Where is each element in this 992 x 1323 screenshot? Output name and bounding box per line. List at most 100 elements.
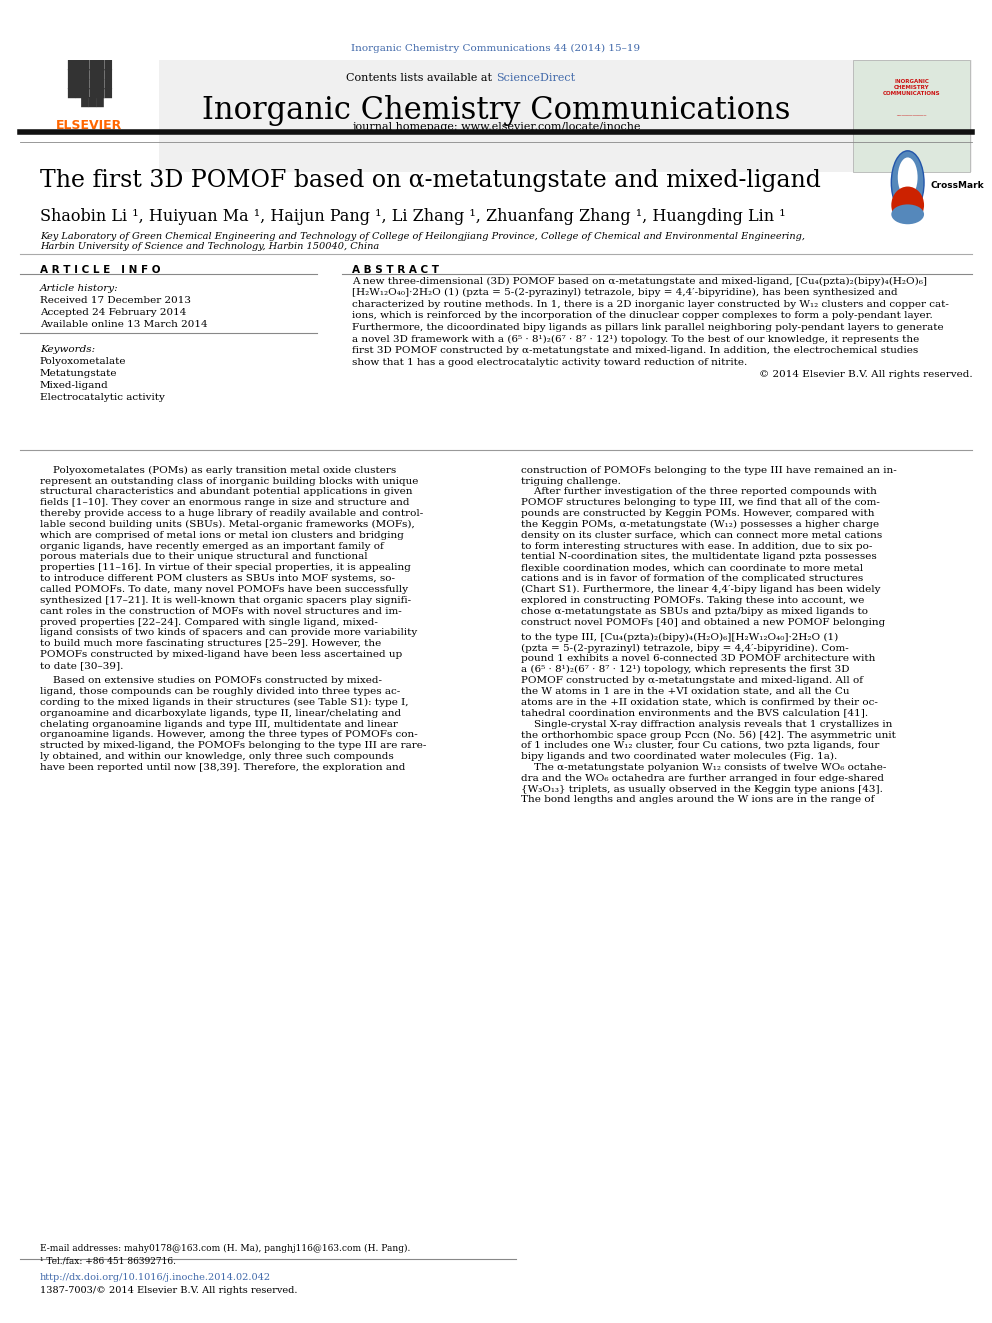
Text: pound 1 exhibits a novel 6-connected 3D POMOF architecture with: pound 1 exhibits a novel 6-connected 3D … xyxy=(521,655,875,663)
Text: chose α-metatungstate as SBUs and pzta/bipy as mixed ligands to: chose α-metatungstate as SBUs and pzta/b… xyxy=(521,607,868,615)
Text: 1387-7003/© 2014 Elsevier B.V. All rights reserved.: 1387-7003/© 2014 Elsevier B.V. All right… xyxy=(40,1286,298,1295)
Text: Inorganic Chemistry Communications: Inorganic Chemistry Communications xyxy=(201,95,791,126)
Text: pounds are constructed by Keggin POMs. However, compared with: pounds are constructed by Keggin POMs. H… xyxy=(521,509,874,519)
Text: chelating organoamine ligands and type III, multidentate and linear: chelating organoamine ligands and type I… xyxy=(40,720,398,729)
Text: http://dx.doi.org/10.1016/j.inoche.2014.02.042: http://dx.doi.org/10.1016/j.inoche.2014.… xyxy=(40,1273,271,1282)
Text: cations and is in favor of formation of the complicated structures: cations and is in favor of formation of … xyxy=(521,574,863,583)
Text: organoamine and dicarboxylate ligands, type II, linear/chelating and: organoamine and dicarboxylate ligands, t… xyxy=(40,709,401,717)
Text: the W atoms in 1 are in the +VI oxidation state, and all the Cu: the W atoms in 1 are in the +VI oxidatio… xyxy=(521,687,849,696)
Text: ██████
██████
██████
██████
  ███: ██████ ██████ ██████ ██████ ███ xyxy=(66,60,112,107)
Text: represent an outstanding class of inorganic building blocks with unique: represent an outstanding class of inorga… xyxy=(40,476,418,486)
Text: POMOF constructed by α-metatungstate and mixed-ligand. All of: POMOF constructed by α-metatungstate and… xyxy=(521,676,863,685)
Text: construct novel POMOFs [40] and obtained a new POMOF belonging: construct novel POMOFs [40] and obtained… xyxy=(521,618,885,627)
Text: A R T I C L E   I N F O: A R T I C L E I N F O xyxy=(40,265,160,275)
Text: of 1 includes one W₁₂ cluster, four Cu cations, two pzta ligands, four: of 1 includes one W₁₂ cluster, four Cu c… xyxy=(521,741,879,750)
Text: porous materials due to their unique structural and functional: porous materials due to their unique str… xyxy=(40,553,367,561)
Text: tential N-coordination sites, the multidentate ligand pzta possesses: tential N-coordination sites, the multid… xyxy=(521,553,877,561)
Text: (pzta = 5-(2-pyrazinyl) tetrazole, bipy = 4,4′-bipyridine). Com-: (pzta = 5-(2-pyrazinyl) tetrazole, bipy … xyxy=(521,643,848,652)
Text: first 3D POMOF constructed by α-metatungstate and mixed-ligand. In addition, the: first 3D POMOF constructed by α-metatung… xyxy=(352,347,919,356)
Text: structural characteristics and abundant potential applications in given: structural characteristics and abundant … xyxy=(40,487,413,496)
Text: Electrocatalytic activity: Electrocatalytic activity xyxy=(40,393,165,402)
Text: Based on extensive studies on POMOFs constructed by mixed-: Based on extensive studies on POMOFs con… xyxy=(40,676,382,685)
Text: [H₂W₁₂O₄₀]·2H₂O (1) (pzta = 5-(2-pyrazinyl) tetrazole, bipy = 4,4′-bipyridine), : [H₂W₁₂O₄₀]·2H₂O (1) (pzta = 5-(2-pyrazin… xyxy=(352,288,898,298)
Text: A B S T R A C T: A B S T R A C T xyxy=(352,265,439,275)
Text: ELSEVIER: ELSEVIER xyxy=(57,119,122,132)
Text: Key Laboratory of Green Chemical Engineering and Technology of College of Heilon: Key Laboratory of Green Chemical Enginee… xyxy=(40,232,805,241)
Text: Article history:: Article history: xyxy=(40,284,118,294)
Text: explored in constructing POMOFs. Taking these into account, we: explored in constructing POMOFs. Taking … xyxy=(521,595,864,605)
Text: Mixed-ligand: Mixed-ligand xyxy=(40,381,108,390)
Text: proved properties [22–24]. Compared with single ligand, mixed-: proved properties [22–24]. Compared with… xyxy=(40,618,378,627)
Text: A new three-dimensional (3D) POMOF based on α-metatungstate and mixed-ligand, [C: A new three-dimensional (3D) POMOF based… xyxy=(352,277,928,286)
Bar xyxy=(20,60,972,172)
Text: organic ligands, have recently emerged as an important family of: organic ligands, have recently emerged a… xyxy=(40,541,384,550)
Text: thereby provide access to a huge library of readily available and control-: thereby provide access to a huge library… xyxy=(40,509,423,519)
Text: characterized by routine methods. In 1, there is a 2D inorganic layer constructe: characterized by routine methods. In 1, … xyxy=(352,300,949,308)
Text: called POMOFs. To date, many novel POMOFs have been successfully: called POMOFs. To date, many novel POMOF… xyxy=(40,585,408,594)
Text: a (6⁵ · 8¹)₂(6⁷ · 8⁷ · 12¹) topology, which represents the first 3D: a (6⁵ · 8¹)₂(6⁷ · 8⁷ · 12¹) topology, wh… xyxy=(521,665,849,675)
Text: show that 1 has a good electrocatalytic activity toward reduction of nitrite.: show that 1 has a good electrocatalytic … xyxy=(352,359,747,366)
Text: cording to the mixed ligands in their structures (see Table S1): type I,: cording to the mixed ligands in their st… xyxy=(40,697,408,706)
Text: POMOF structures belonging to type III, we find that all of the com-: POMOF structures belonging to type III, … xyxy=(521,499,880,507)
Text: The first 3D POMOF based on α-metatungstate and mixed-ligand: The first 3D POMOF based on α-metatungst… xyxy=(40,169,820,192)
Text: ligand consists of two kinds of spacers and can provide more variability: ligand consists of two kinds of spacers … xyxy=(40,628,417,638)
Text: tahedral coordination environments and the BVS calculation [41].: tahedral coordination environments and t… xyxy=(521,709,868,717)
Text: ligand, those compounds can be roughly divided into three types ac-: ligand, those compounds can be roughly d… xyxy=(40,687,400,696)
Text: Inorganic Chemistry Communications 44 (2014) 15–19: Inorganic Chemistry Communications 44 (2… xyxy=(351,44,641,53)
Text: structed by mixed-ligand, the POMOFs belonging to the type III are rare-: structed by mixed-ligand, the POMOFs bel… xyxy=(40,741,426,750)
Text: Shaobin Li ¹, Huiyuan Ma ¹, Haijun Pang ¹, Li Zhang ¹, Zhuanfang Zhang ¹, Huangd: Shaobin Li ¹, Huiyuan Ma ¹, Haijun Pang … xyxy=(40,208,786,225)
Text: After further investigation of the three reported compounds with: After further investigation of the three… xyxy=(521,487,877,496)
Text: CrossMark: CrossMark xyxy=(930,181,984,189)
Ellipse shape xyxy=(891,151,925,214)
Text: bipy ligands and two coordinated water molecules (Fig. 1a).: bipy ligands and two coordinated water m… xyxy=(521,751,837,761)
Text: to date [30–39].: to date [30–39]. xyxy=(40,662,123,669)
Text: ions, which is reinforced by the incorporation of the dinuclear copper complexes: ions, which is reinforced by the incorpo… xyxy=(352,311,932,320)
Text: ly obtained, and within our knowledge, only three such compounds: ly obtained, and within our knowledge, o… xyxy=(40,751,394,761)
Text: POMOFs constructed by mixed-ligand have been less ascertained up: POMOFs constructed by mixed-ligand have … xyxy=(40,650,402,659)
Text: a novel 3D framework with a (6⁵ · 8¹)₂(6⁷ · 8⁷ · 12¹) topology. To the best of o: a novel 3D framework with a (6⁵ · 8¹)₂(6… xyxy=(352,335,920,344)
Text: the orthorhombic space group Pccn (No. 56) [42]. The asymmetric unit: the orthorhombic space group Pccn (No. 5… xyxy=(521,730,896,740)
Text: Harbin University of Science and Technology, Harbin 150040, China: Harbin University of Science and Technol… xyxy=(40,242,379,251)
Text: construction of POMOFs belonging to the type III have remained an in-: construction of POMOFs belonging to the … xyxy=(521,466,897,475)
Text: to the type III, [Cu₄(pzta)₂(bipy)₄(H₂O)₆][H₂W₁₂O₄₀]·2H₂O (1): to the type III, [Cu₄(pzta)₂(bipy)₄(H₂O)… xyxy=(521,632,838,642)
Text: lable second building units (SBUs). Metal-organic frameworks (MOFs),: lable second building units (SBUs). Meta… xyxy=(40,520,415,529)
Text: Polyoxometalate: Polyoxometalate xyxy=(40,357,126,366)
Text: to build much more fascinating structures [25–29]. However, the: to build much more fascinating structure… xyxy=(40,639,381,648)
Text: dra and the WO₆ octahedra are further arranged in four edge-shared: dra and the WO₆ octahedra are further ar… xyxy=(521,774,884,783)
Text: which are comprised of metal ions or metal ion clusters and bridging: which are comprised of metal ions or met… xyxy=(40,531,404,540)
Text: to introduce different POM clusters as SBUs into MOF systems, so-: to introduce different POM clusters as S… xyxy=(40,574,395,583)
Text: properties [11–16]. In virtue of their special properties, it is appealing: properties [11–16]. In virtue of their s… xyxy=(40,564,411,573)
Text: © 2014 Elsevier B.V. All rights reserved.: © 2014 Elsevier B.V. All rights reserved… xyxy=(759,369,972,378)
Text: Contents lists available at: Contents lists available at xyxy=(346,73,496,83)
Text: atoms are in the +II oxidation state, which is confirmed by their oc-: atoms are in the +II oxidation state, wh… xyxy=(521,697,878,706)
Text: synthesized [17–21]. It is well-known that organic spacers play signifi-: synthesized [17–21]. It is well-known th… xyxy=(40,595,411,605)
Text: cant roles in the construction of MOFs with novel structures and im-: cant roles in the construction of MOFs w… xyxy=(40,607,402,615)
Ellipse shape xyxy=(891,205,925,224)
Ellipse shape xyxy=(898,157,918,197)
Ellipse shape xyxy=(891,187,925,224)
Text: triguing challenge.: triguing challenge. xyxy=(521,476,621,486)
Text: density on its cluster surface, which can connect more metal cations: density on its cluster surface, which ca… xyxy=(521,531,882,540)
Text: Received 17 December 2013: Received 17 December 2013 xyxy=(40,296,190,306)
Text: E-mail addresses: mahy0178@163.com (H. Ma), panghj116@163.com (H. Pang).: E-mail addresses: mahy0178@163.com (H. M… xyxy=(40,1244,410,1253)
Text: Single-crystal X-ray diffraction analysis reveals that 1 crystallizes in: Single-crystal X-ray diffraction analysi… xyxy=(521,720,892,729)
Text: The bond lengths and angles around the W ions are in the range of: The bond lengths and angles around the W… xyxy=(521,795,874,804)
Text: Available online 13 March 2014: Available online 13 March 2014 xyxy=(40,320,207,329)
Text: ___________: ___________ xyxy=(897,111,927,116)
Text: Polyoxometalates (POMs) as early transition metal oxide clusters: Polyoxometalates (POMs) as early transit… xyxy=(40,466,396,475)
Text: fields [1–10]. They cover an enormous range in size and structure and: fields [1–10]. They cover an enormous ra… xyxy=(40,499,409,507)
Text: ¹ Tel./fax: +86 451 86392716.: ¹ Tel./fax: +86 451 86392716. xyxy=(40,1257,176,1266)
Text: The α-metatungstate polyanion W₁₂ consists of twelve WO₆ octahe-: The α-metatungstate polyanion W₁₂ consis… xyxy=(521,763,886,771)
Text: ScienceDirect: ScienceDirect xyxy=(496,73,575,83)
Text: journal homepage: www.elsevier.com/locate/inoche: journal homepage: www.elsevier.com/locat… xyxy=(352,122,640,132)
Bar xyxy=(853,60,970,172)
Text: INORGANIC
CHEMISTRY
COMMUNICATIONS: INORGANIC CHEMISTRY COMMUNICATIONS xyxy=(883,79,940,97)
Text: organoamine ligands. However, among the three types of POMOFs con-: organoamine ligands. However, among the … xyxy=(40,730,418,740)
Text: to form interesting structures with ease. In addition, due to six po-: to form interesting structures with ease… xyxy=(521,541,872,550)
Text: (Chart S1). Furthermore, the linear 4,4′-bipy ligand has been widely: (Chart S1). Furthermore, the linear 4,4′… xyxy=(521,585,880,594)
Text: flexible coordination modes, which can coordinate to more metal: flexible coordination modes, which can c… xyxy=(521,564,863,573)
Text: Keywords:: Keywords: xyxy=(40,345,95,355)
Text: Furthermore, the dicoordinated bipy ligands as pillars link parallel neighboring: Furthermore, the dicoordinated bipy liga… xyxy=(352,323,943,332)
Text: Accepted 24 February 2014: Accepted 24 February 2014 xyxy=(40,308,186,318)
Text: Metatungstate: Metatungstate xyxy=(40,369,117,378)
